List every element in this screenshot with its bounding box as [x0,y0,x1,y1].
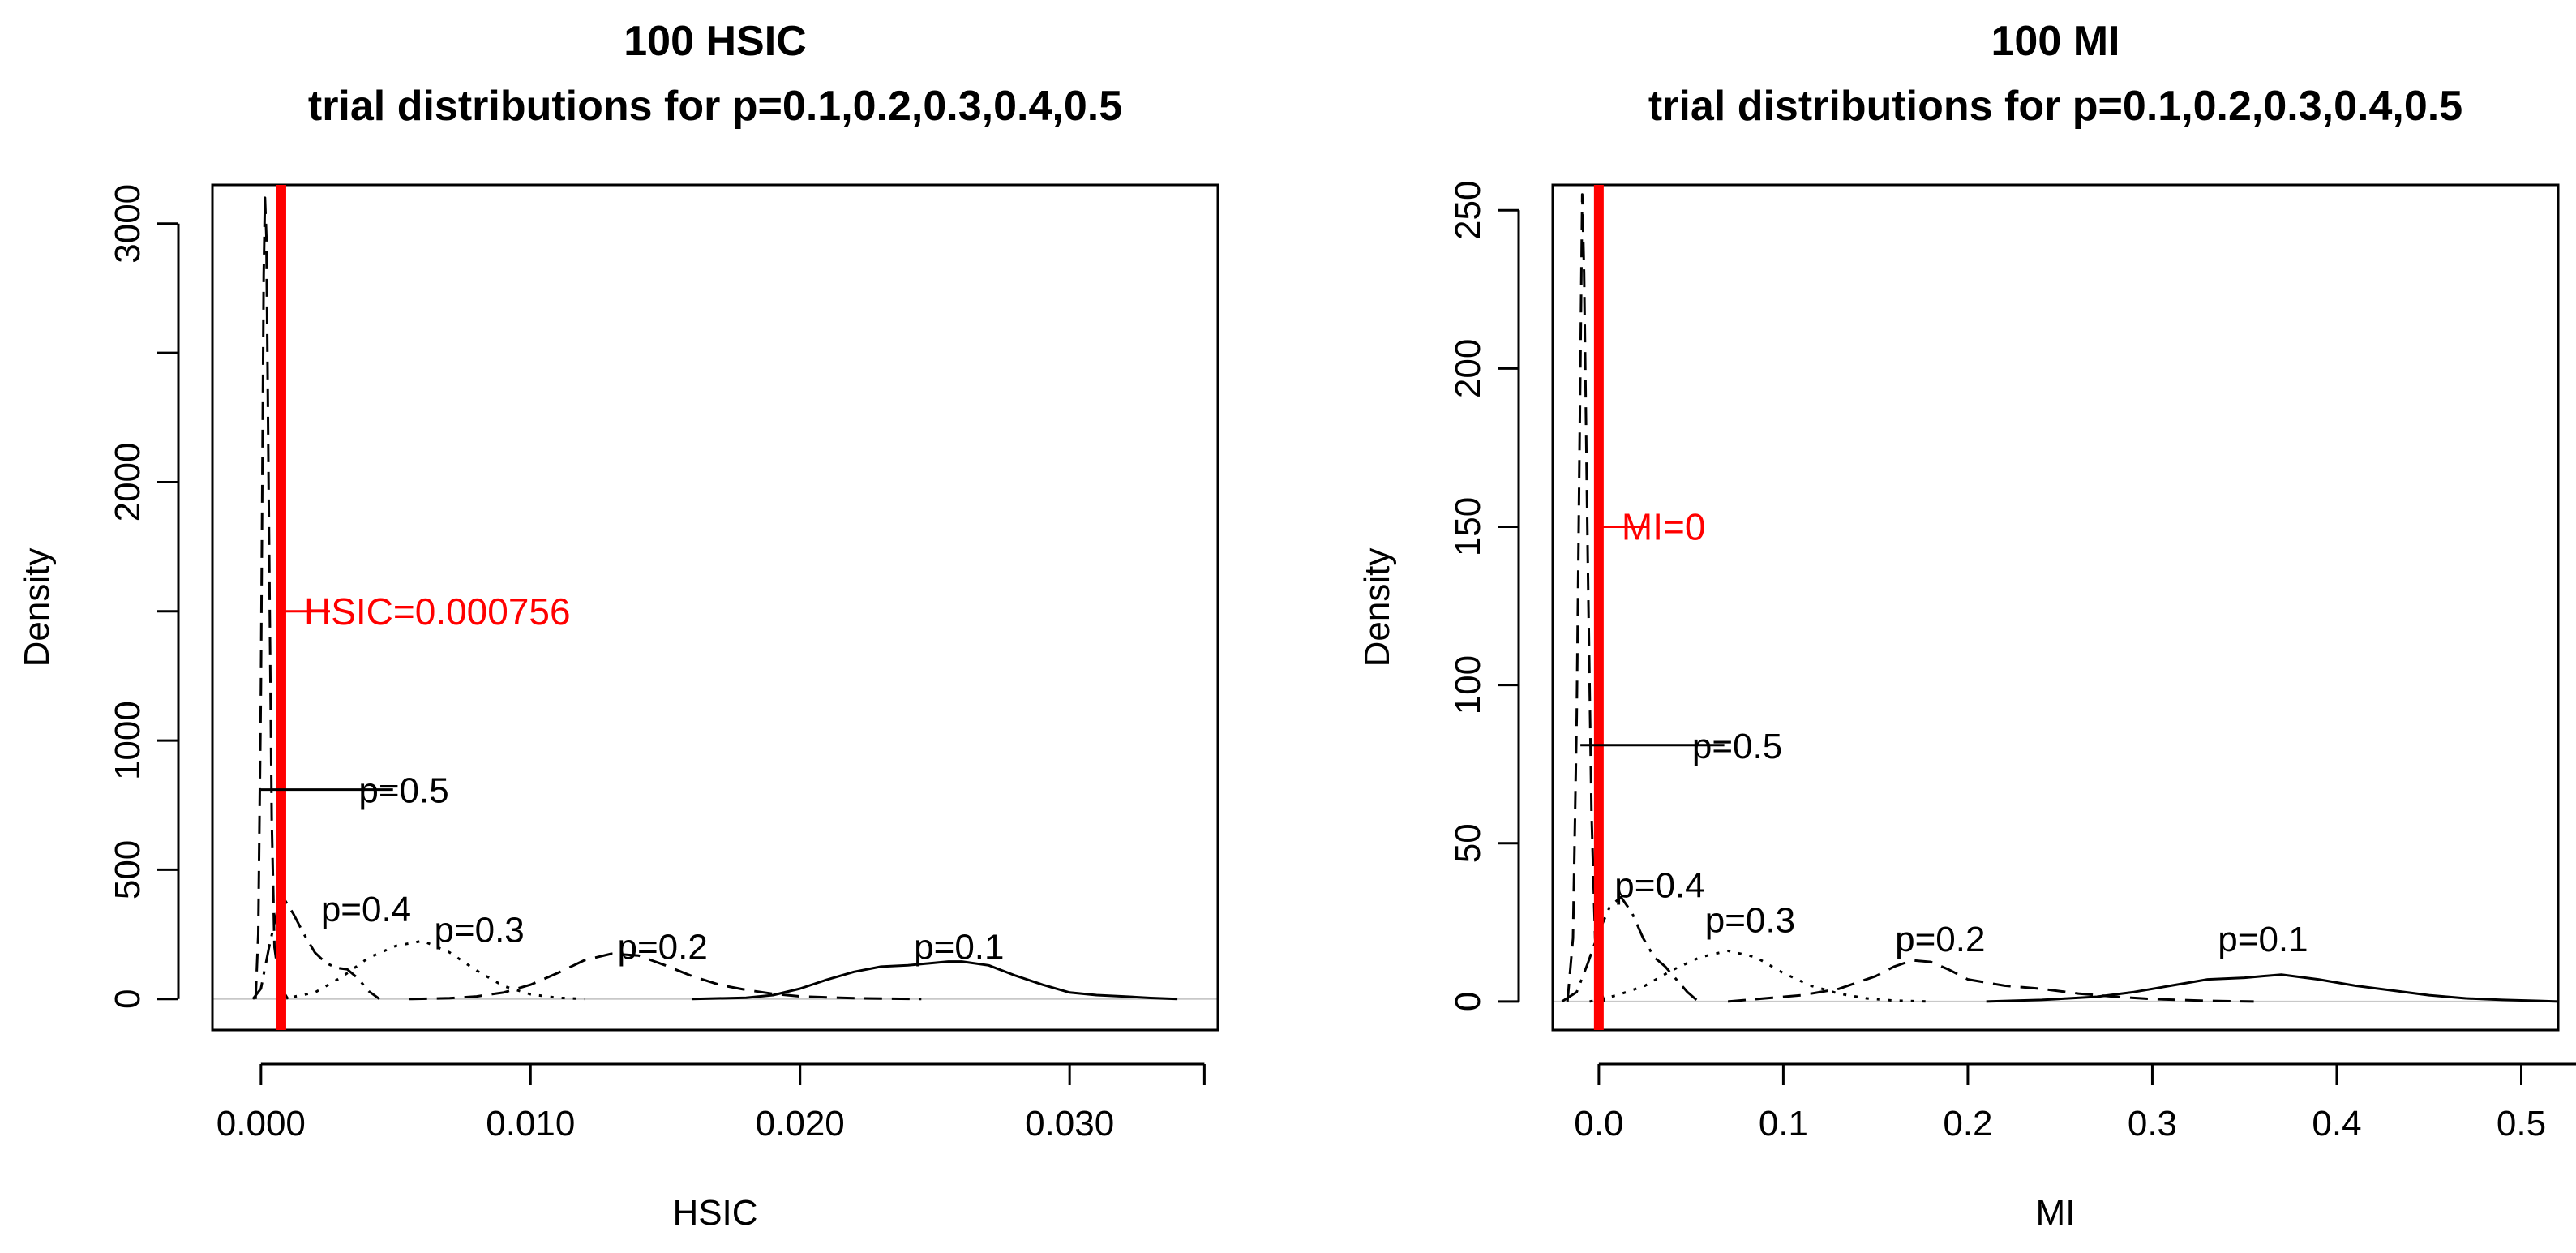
annotation-label: p=0.1 [914,927,1004,967]
x-axis-title: HSIC [672,1193,757,1233]
y-tick-label: 200 [1448,339,1488,398]
chart-panel-1: 100 HSIC trial distributions for p=0.1,0.… [17,18,1219,1233]
y-tick-label: 1000 [108,701,148,780]
x-tick-label: 0.1 [1759,1104,1808,1144]
plot-area [251,185,1178,1030]
y-tick-label: 3000 [108,184,148,264]
plot-frame [211,183,1219,1032]
y-tick-label: 250 [1448,181,1488,240]
x-tick-label: 0.0 [1574,1104,1623,1144]
plot-frame [1551,183,2560,1032]
density-curve-p-0-5 [254,196,289,1000]
x-tick-label: 0.010 [486,1104,575,1144]
chart-panel-2: 100 MI trial distributions for p=0.1,0.2,… [1357,18,2576,1233]
reference-label: HSIC=0.000756 [304,590,571,633]
y-tick-label: 0 [108,989,148,1009]
x-tick-label: 0.000 [216,1104,306,1144]
density-curve-p-0-3 [1589,949,1931,1003]
chart-subtitle: trial distributions for p=0.1,0.2,0.3,0.… [1648,83,2462,130]
x-tick-label: 0.5 [2497,1104,2546,1144]
annotation-label: p=0.1 [2218,920,2308,959]
y-tick-label: 0 [1448,992,1488,1011]
chart-title: 100 MI [1991,18,2120,65]
annotation-label: p=0.2 [618,927,708,967]
y-tick-label: 50 [1448,823,1488,863]
annotation-label: p=0.4 [1614,865,1704,905]
y-axis-title: Density [1357,548,1397,667]
x-tick-label: 0.2 [1943,1104,1992,1144]
x-tick-label: 0.030 [1025,1104,1114,1144]
annotation-label: p=0.5 [358,771,448,811]
y-tick-label: 500 [108,840,148,899]
density-curve-p-0-5 [1566,193,1606,1002]
y-tick-label: 150 [1448,497,1488,556]
y-tick-label: 100 [1448,655,1488,714]
density-curve-p-0-3 [282,939,585,1001]
plot-area [1561,185,2558,1030]
chart-title: 100 HSIC [624,18,806,65]
density-curve-p-0-1 [692,960,1178,1001]
annotation-label: p=0.3 [434,911,524,950]
chart-subtitle: trial distributions for p=0.1,0.2,0.3,0.… [308,83,1122,130]
y-axis-title: Density [17,548,57,667]
annotation-label: p=0.4 [321,890,411,929]
reference-label: MI=0 [1622,505,1706,547]
x-tick-label: 0.4 [2312,1104,2361,1144]
x-tick-label: 0.020 [756,1104,845,1144]
density-curve-p-0-2 [409,952,922,1001]
annotation-label: p=0.2 [1895,920,1985,959]
x-axis-title: MI [2036,1193,2076,1233]
annotation-label: p=0.3 [1705,900,1795,940]
density-curve-p-0-2 [1727,959,2254,1003]
y-tick-label: 2000 [108,443,148,522]
density-curve-p-0-1 [1986,973,2558,1003]
density-curve-p-0-4 [1561,895,1699,1003]
annotation-label: p=0.5 [1692,727,1782,766]
x-tick-label: 0.3 [2128,1104,2177,1144]
